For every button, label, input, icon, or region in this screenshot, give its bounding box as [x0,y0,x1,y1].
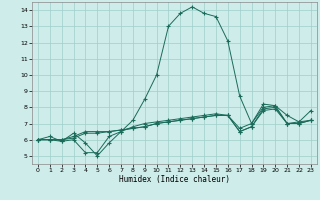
X-axis label: Humidex (Indice chaleur): Humidex (Indice chaleur) [119,175,230,184]
